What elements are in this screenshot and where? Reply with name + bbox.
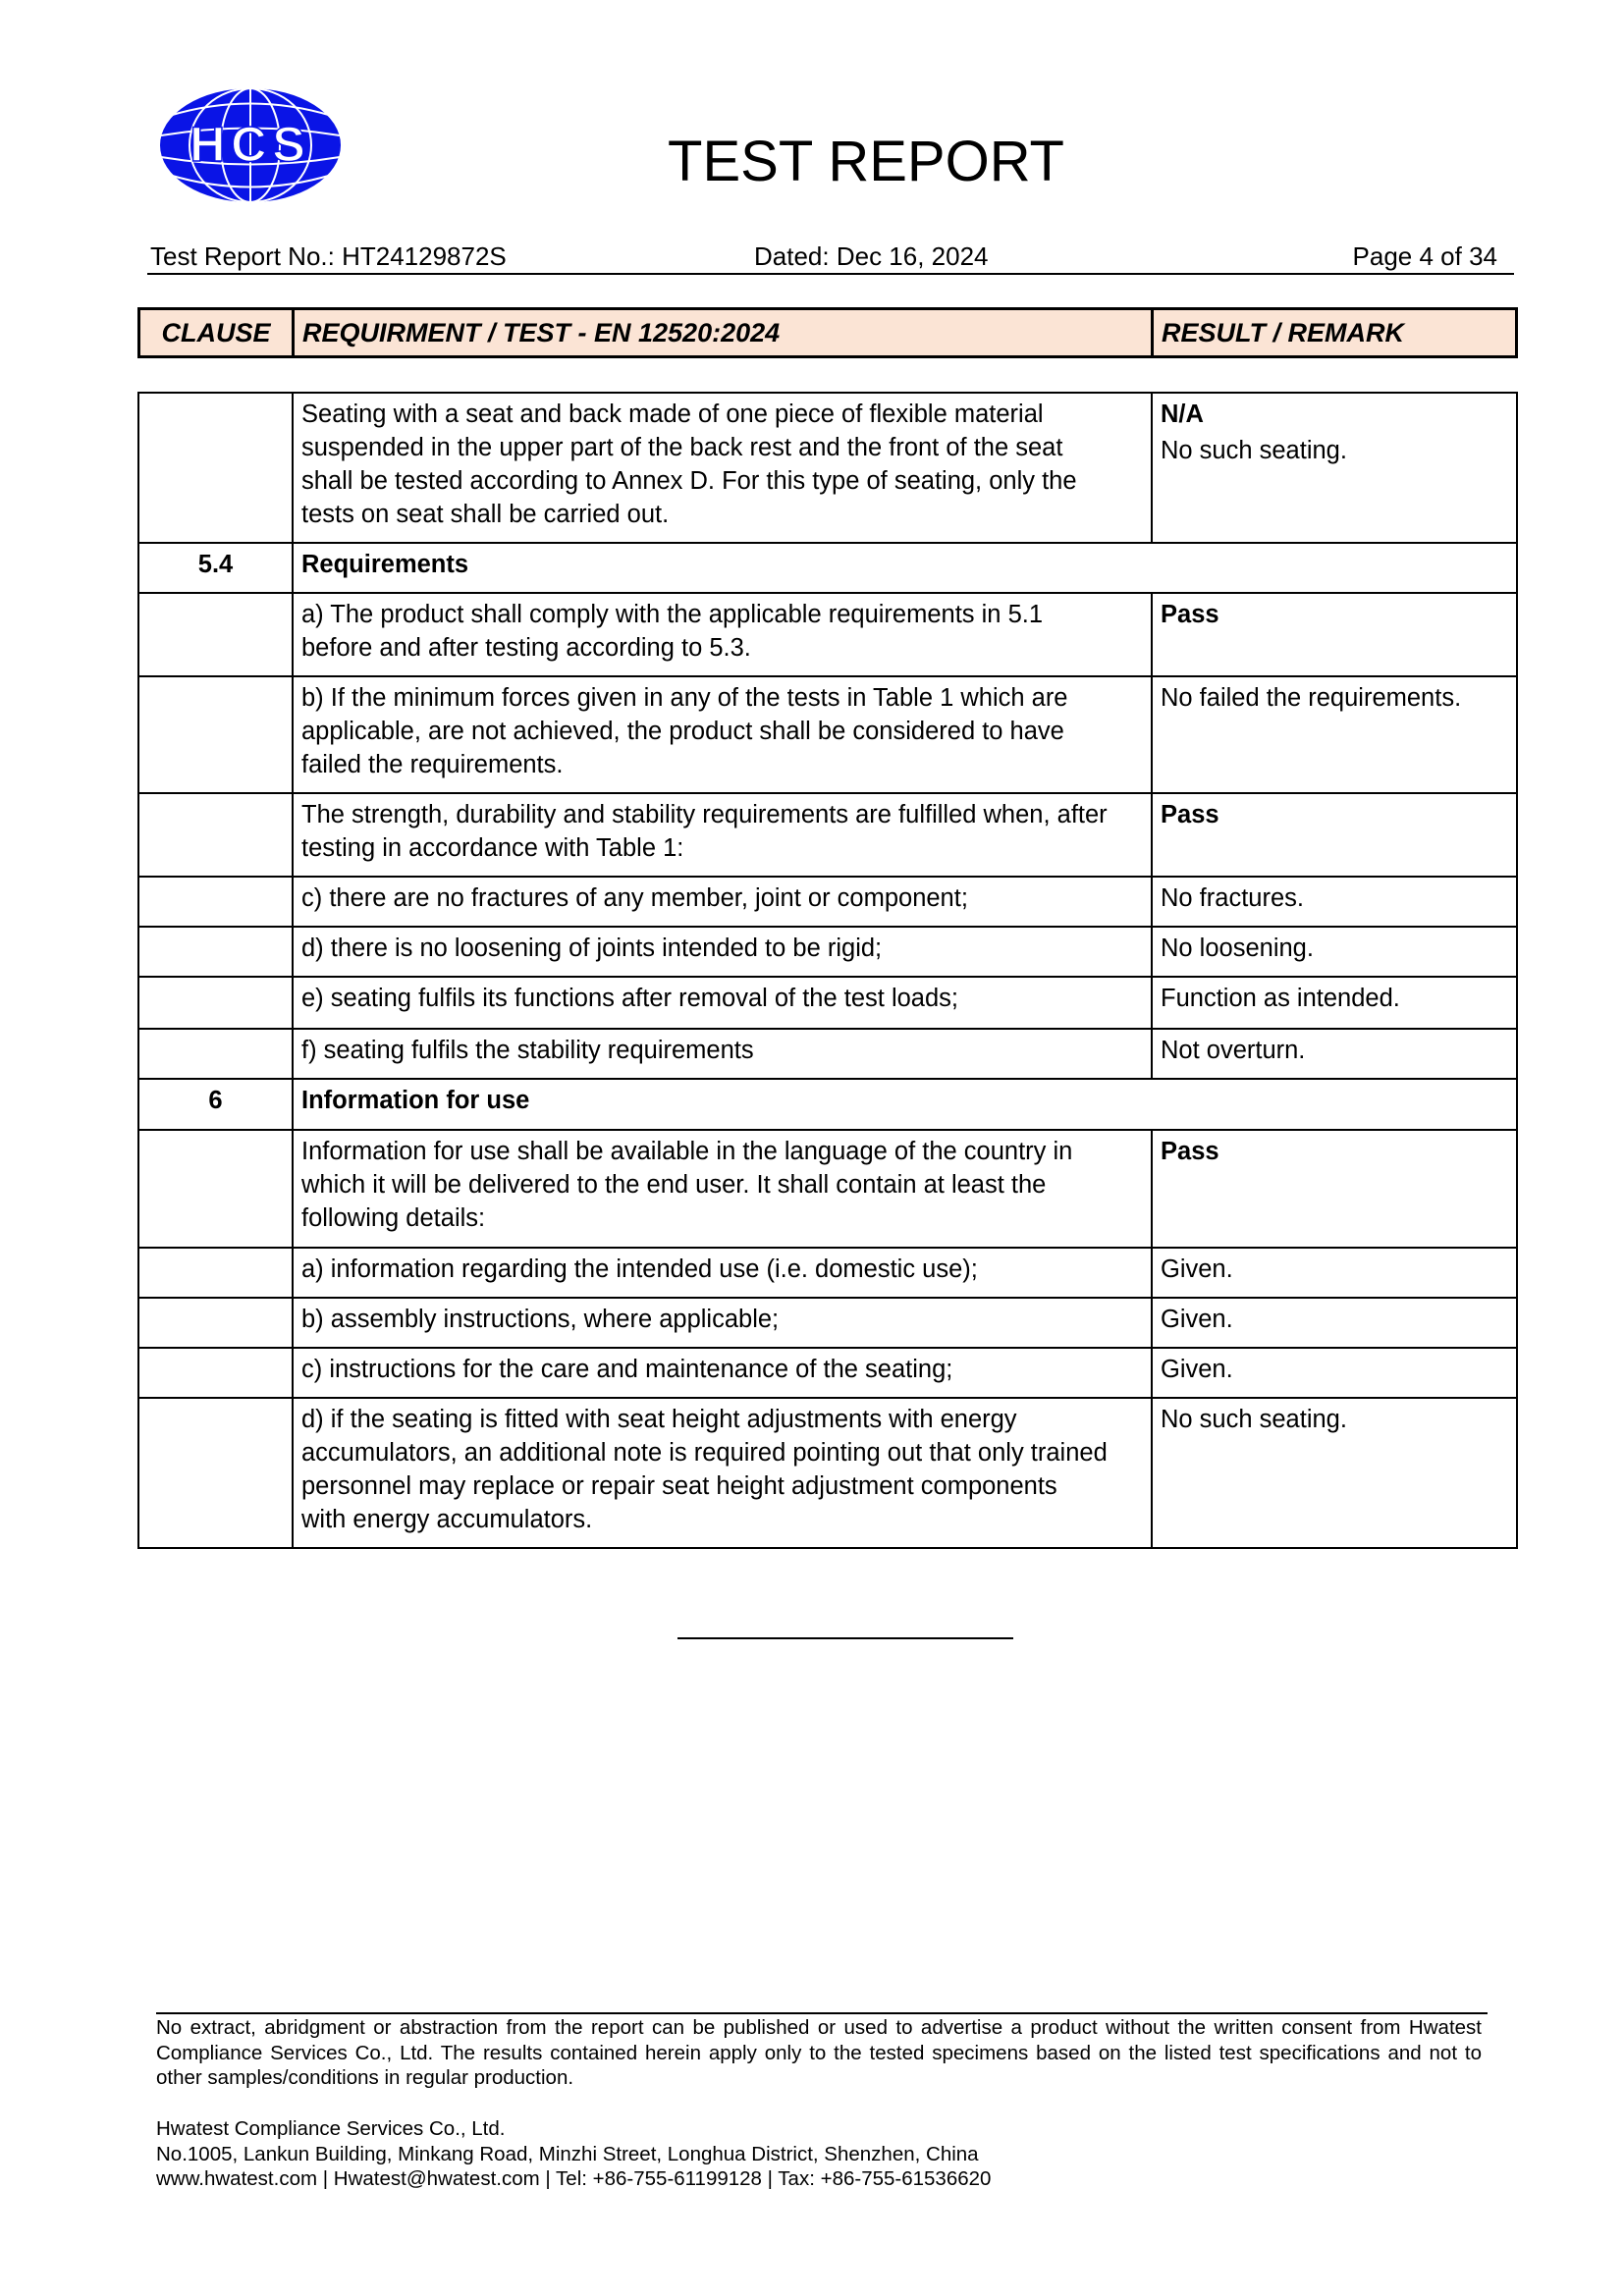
table-header: CLAUSE REQUIRMENT / TEST - EN 12520:2024…	[137, 307, 1518, 358]
requirement-cell: Information for use shall be available i…	[292, 1129, 1153, 1249]
clause-header: CLAUSE	[137, 307, 295, 358]
result-cell: Given.	[1151, 1297, 1518, 1349]
page-number: Page 4 of 34	[1352, 241, 1497, 271]
requirement-cell: The strength, durability and stability r…	[292, 792, 1153, 878]
clause-cell	[137, 1397, 294, 1549]
table-row: Information for use shall be available i…	[137, 1129, 1518, 1249]
table-row: The strength, durability and stability r…	[137, 792, 1518, 878]
requirement-cell: d) there is no loosening of joints inten…	[292, 926, 1153, 978]
table-row: c) instructions for the care and mainten…	[137, 1347, 1518, 1399]
result-cell: Function as intended.	[1151, 976, 1518, 1030]
result-cell: N/A No such seating.	[1151, 392, 1518, 544]
footer-contact: www.hwatest.com | Hwatest@hwatest.com | …	[156, 2167, 992, 2190]
section-title: Information for use	[292, 1078, 1518, 1131]
clause-cell: 6	[137, 1078, 294, 1131]
clause-cell	[137, 926, 294, 978]
table-row: d) there is no loosening of joints inten…	[137, 926, 1518, 978]
hcs-logo: HCS	[160, 87, 341, 203]
clause-cell	[137, 1247, 294, 1299]
result-remark: Function as intended.	[1161, 985, 1400, 1012]
footer-address: No.1005, Lankun Building, Minkang Road, …	[156, 2142, 979, 2165]
section-title: Requirements	[292, 542, 1518, 594]
table-row: d) if the seating is fitted with seat he…	[137, 1397, 1518, 1549]
clause-cell	[137, 1297, 294, 1349]
result-cell: Pass	[1151, 1129, 1518, 1249]
result-remark: Given.	[1161, 1356, 1233, 1383]
clause-cell	[137, 675, 294, 794]
report-date: Dated: Dec 16, 2024	[754, 241, 989, 271]
table-row: a) The product shall comply with the app…	[137, 592, 1518, 677]
result-remark: Not overturn.	[1161, 1037, 1306, 1064]
section-row: 5.4 Requirements	[137, 542, 1518, 594]
requirements-table: Seating with a seat and back made of one…	[137, 392, 1518, 1549]
requirement-cell: e) seating fulfils its functions after r…	[292, 976, 1153, 1030]
table-row: f) seating fulfils the stability require…	[137, 1028, 1518, 1080]
clause-cell	[137, 592, 294, 677]
requirement-header: REQUIRMENT / TEST - EN 12520:2024	[292, 307, 1154, 358]
end-of-content-line	[677, 1637, 1013, 1639]
requirement-cell: c) instructions for the care and mainten…	[292, 1347, 1153, 1399]
requirement-cell: f) seating fulfils the stability require…	[292, 1028, 1153, 1080]
result-remark: No fractures.	[1161, 884, 1304, 912]
result-cell: Pass	[1151, 792, 1518, 878]
svg-text:HCS: HCS	[189, 117, 311, 172]
result-cell: Given.	[1151, 1247, 1518, 1299]
result-remark: Given.	[1161, 1255, 1233, 1283]
clause-cell: 5.4	[137, 542, 294, 594]
result-remark: Given.	[1161, 1306, 1233, 1333]
result-cell: No failed the requirements.	[1151, 675, 1518, 794]
requirement-cell: d) if the seating is fitted with seat he…	[292, 1397, 1153, 1549]
requirement-cell: a) The product shall comply with the app…	[292, 592, 1153, 677]
requirement-cell: b) assembly instructions, where applicab…	[292, 1297, 1153, 1349]
footer-divider	[156, 2012, 1488, 2014]
result-remark: No loosening.	[1161, 934, 1314, 962]
result-cell: Not overturn.	[1151, 1028, 1518, 1080]
clause-cell	[137, 392, 294, 544]
requirement-cell: c) there are no fractures of any member,…	[292, 876, 1153, 928]
header-divider	[147, 273, 1514, 275]
footer-disclaimer: No extract, abridgment or abstraction fr…	[156, 2016, 1482, 2089]
footer-company: Hwatest Compliance Services Co., Ltd.	[156, 2117, 506, 2140]
page-title: TEST REPORT	[668, 130, 1064, 193]
requirement-cell: Seating with a seat and back made of one…	[292, 392, 1153, 544]
clause-cell	[137, 976, 294, 1030]
result-verdict: N/A	[1161, 400, 1204, 428]
clause-cell	[137, 1347, 294, 1399]
result-cell: Given.	[1151, 1347, 1518, 1399]
clause-cell	[137, 792, 294, 878]
section-row: 6 Information for use	[137, 1078, 1518, 1131]
result-remark: No such seating.	[1161, 1406, 1347, 1433]
result-remark: No failed the requirements.	[1161, 684, 1462, 712]
result-header: RESULT / REMARK	[1151, 307, 1518, 358]
result-verdict: Pass	[1161, 1138, 1219, 1165]
result-verdict: Pass	[1161, 801, 1219, 828]
table-row: b) If the minimum forces given in any of…	[137, 675, 1518, 794]
clause-cell	[137, 1028, 294, 1080]
result-cell: No loosening.	[1151, 926, 1518, 978]
table-row: a) information regarding the intended us…	[137, 1247, 1518, 1299]
result-cell: No such seating.	[1151, 1397, 1518, 1549]
table-row: b) assembly instructions, where applicab…	[137, 1297, 1518, 1349]
requirement-cell: b) If the minimum forces given in any of…	[292, 675, 1153, 794]
result-verdict: Pass	[1161, 601, 1219, 628]
result-cell: No fractures.	[1151, 876, 1518, 928]
clause-cell	[137, 876, 294, 928]
table-row: Seating with a seat and back made of one…	[137, 392, 1518, 544]
report-number: Test Report No.: HT24129872S	[150, 241, 507, 271]
footer-company-block: Hwatest Compliance Services Co., Ltd. No…	[156, 2116, 1482, 2192]
table-row: e) seating fulfils its functions after r…	[137, 976, 1518, 1030]
clause-cell	[137, 1129, 294, 1249]
result-remark: No such seating.	[1161, 437, 1347, 464]
table-row: c) there are no fractures of any member,…	[137, 876, 1518, 928]
result-cell: Pass	[1151, 592, 1518, 677]
requirement-cell: a) information regarding the intended us…	[292, 1247, 1153, 1299]
